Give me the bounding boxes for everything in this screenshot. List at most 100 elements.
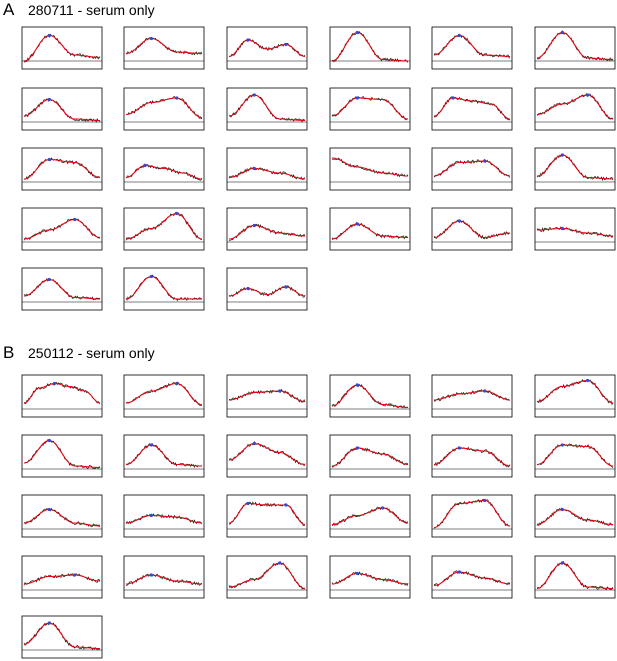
peak-marker <box>47 277 51 282</box>
subplot-frame <box>226 434 308 478</box>
peak-marker <box>47 621 51 625</box>
data-trace <box>331 383 409 409</box>
fit-curve <box>229 390 305 402</box>
subplot <box>431 207 513 251</box>
fit-curve <box>126 574 202 585</box>
subplot <box>226 267 308 311</box>
peak-marker <box>451 96 455 100</box>
subplot-frame <box>226 494 308 538</box>
panel-b-subplots <box>21 374 616 659</box>
subplot <box>329 374 411 418</box>
fit-curve <box>125 276 202 300</box>
subplot-frame <box>226 555 308 599</box>
subplot <box>534 207 616 251</box>
fit-curve <box>229 225 305 240</box>
peak-marker <box>560 30 564 35</box>
panel-a-subplots <box>21 26 616 311</box>
fit-curve <box>24 219 101 240</box>
subplot <box>329 434 411 478</box>
subplot <box>226 207 308 251</box>
subplot <box>21 374 103 418</box>
subplot-frame <box>123 267 205 311</box>
subplot <box>123 207 205 251</box>
subplot <box>226 87 308 131</box>
peak-marker <box>175 96 179 100</box>
fit-curve <box>537 228 613 237</box>
subplot <box>329 87 411 131</box>
panel-a-label: A <box>3 0 15 19</box>
peak-marker <box>560 226 564 231</box>
peak-marker <box>457 33 461 38</box>
fit-curve <box>332 157 408 177</box>
fit-curve <box>332 507 409 525</box>
peak-marker <box>175 381 179 386</box>
peak-marker <box>355 446 359 450</box>
fit-curve <box>433 35 510 57</box>
peak-marker <box>73 573 77 577</box>
peak-marker <box>457 570 461 574</box>
subplot <box>329 555 411 599</box>
subplot <box>21 615 103 659</box>
subplot <box>21 26 103 70</box>
peak-marker <box>483 498 487 503</box>
peak-marker <box>355 30 359 35</box>
peak-marker <box>252 441 256 446</box>
subplot <box>431 374 513 418</box>
peak-marker <box>175 211 179 216</box>
fit-curve <box>23 279 100 300</box>
subplot-frame <box>123 26 205 70</box>
subplot-frame <box>21 147 103 191</box>
fit-curve <box>23 35 100 62</box>
peak-marker <box>252 223 256 228</box>
peak-marker <box>457 446 461 450</box>
peak-marker <box>355 222 359 226</box>
fit-curve <box>433 447 511 467</box>
fit-curve <box>24 509 100 527</box>
peak-marker <box>47 438 51 443</box>
peak-marker <box>355 571 359 576</box>
fit-curve <box>331 32 408 62</box>
peak-marker <box>47 33 51 38</box>
fit-curve <box>331 223 408 240</box>
peak-marker <box>149 573 153 577</box>
fit-curve <box>536 154 613 180</box>
fit-curve <box>126 213 203 240</box>
peak-marker <box>560 561 564 565</box>
fit-curve <box>536 380 614 404</box>
subplot <box>431 494 513 538</box>
subplot-frame <box>123 374 205 418</box>
fit-curve <box>126 383 203 405</box>
subplot <box>534 494 616 538</box>
peak-marker <box>560 507 564 512</box>
panel-a-title: 280711 - serum only <box>28 2 155 18</box>
fit-curve <box>23 440 100 468</box>
peak-marker <box>284 285 288 289</box>
subplot <box>226 434 308 478</box>
subplot <box>329 147 411 191</box>
subplot <box>226 147 308 191</box>
subplot <box>123 147 205 191</box>
subplot <box>21 147 103 191</box>
subplot-frame <box>534 87 616 131</box>
subplot-frame <box>431 26 513 70</box>
fit-curve <box>23 383 101 404</box>
peak-marker <box>252 93 256 97</box>
peak-marker <box>52 381 57 386</box>
data-trace <box>23 573 101 586</box>
subplot <box>123 434 205 478</box>
peak-marker <box>149 443 153 447</box>
subplot <box>21 555 103 599</box>
subplot-frame <box>21 434 103 478</box>
fit-curve <box>331 447 408 467</box>
subplot <box>123 555 205 599</box>
subplot <box>431 87 513 131</box>
subplot <box>431 147 513 191</box>
peak-marker <box>246 38 250 42</box>
peak-marker <box>586 93 590 97</box>
subplot <box>329 494 411 538</box>
fit-curve <box>536 562 613 589</box>
fit-curve <box>229 562 306 589</box>
subplot <box>431 434 513 478</box>
fit-curve <box>125 444 202 467</box>
